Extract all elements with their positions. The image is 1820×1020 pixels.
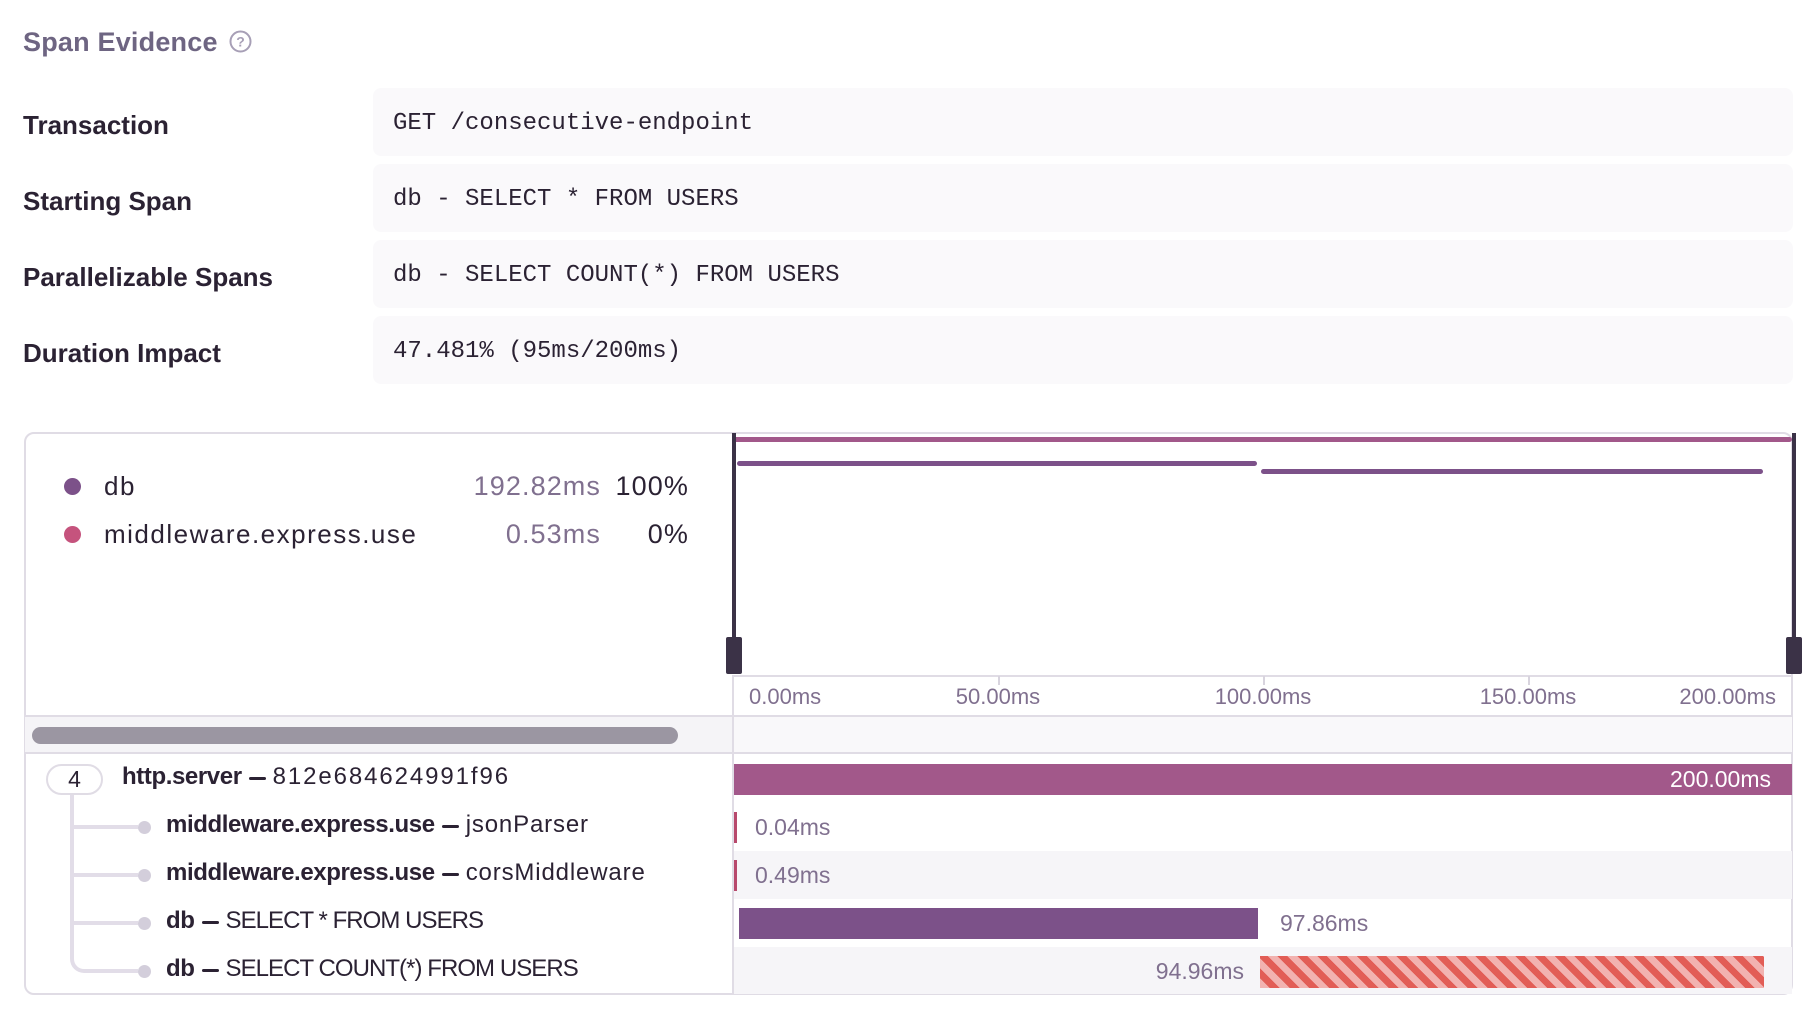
svg-text:?: ? (236, 34, 245, 50)
